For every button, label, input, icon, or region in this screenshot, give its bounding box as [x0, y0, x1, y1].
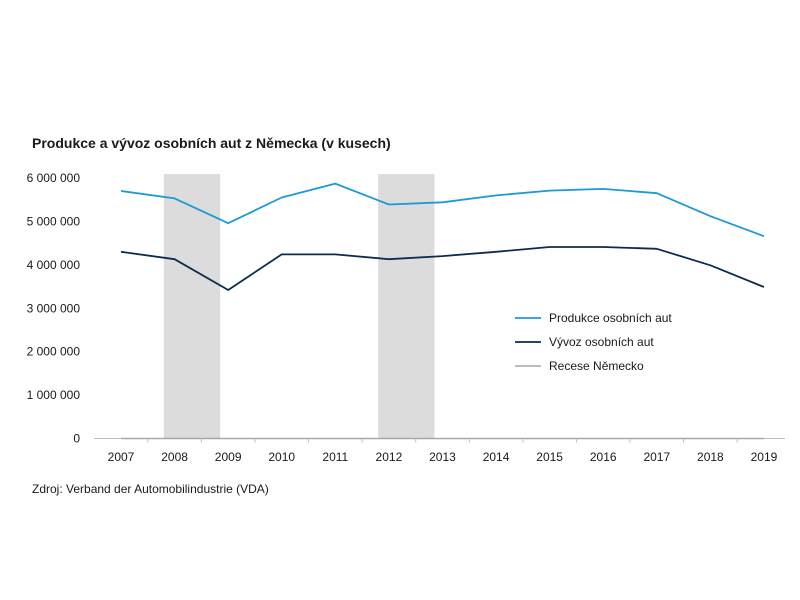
y-tick-label: 4 000 000: [27, 258, 81, 272]
series-lines: [120, 182, 765, 291]
x-tick-label: 2007: [108, 450, 135, 464]
x-tick-label: 2008: [161, 450, 188, 464]
source-note: Zdroj: Verband der Automobilindustrie (V…: [32, 482, 269, 496]
y-tick-label: 0: [73, 432, 80, 446]
x-tick-label: 2013: [429, 450, 456, 464]
x-tick-label: 2014: [483, 450, 510, 464]
x-tick-label: 2012: [376, 450, 403, 464]
recession-bar-2: [378, 174, 435, 439]
x-tick-label: 2010: [268, 450, 295, 464]
recession-shading: [163, 174, 435, 439]
x-tick-label: 2016: [590, 450, 617, 464]
legend-label: Vývoz osobních aut: [549, 335, 654, 349]
x-tick-label: 2017: [643, 450, 670, 464]
x-tick-label: 2011: [322, 450, 348, 464]
y-tick-label: 2 000 000: [27, 345, 81, 359]
chart-title: Produkce a vývoz osobních aut z Německa …: [32, 135, 391, 151]
y-tick-label: 6 000 000: [27, 171, 81, 185]
x-tick-label: 2015: [536, 450, 563, 464]
series-line-vyvoz: [120, 246, 765, 291]
legend: Produkce osobních aut Vývoz osobních aut R…: [515, 311, 672, 373]
y-tick-label: 5 000 000: [27, 214, 81, 228]
legend-label: Produkce osobních aut: [549, 311, 672, 325]
x-tick-label: 2019: [751, 450, 778, 464]
series-line-produkce: [120, 182, 765, 238]
legend-label: Recese Německo: [549, 359, 644, 373]
y-tick-label: 3 000 000: [27, 301, 81, 315]
x-tick-label: 2009: [215, 450, 242, 464]
x-tick-label: 2018: [697, 450, 724, 464]
recession-bar-1: [163, 174, 221, 439]
y-tick-label: 1 000 000: [27, 388, 81, 402]
axes: 0 1 000 000 2 000 000 3 000 000 4 000 000 5 0…: [27, 171, 785, 464]
